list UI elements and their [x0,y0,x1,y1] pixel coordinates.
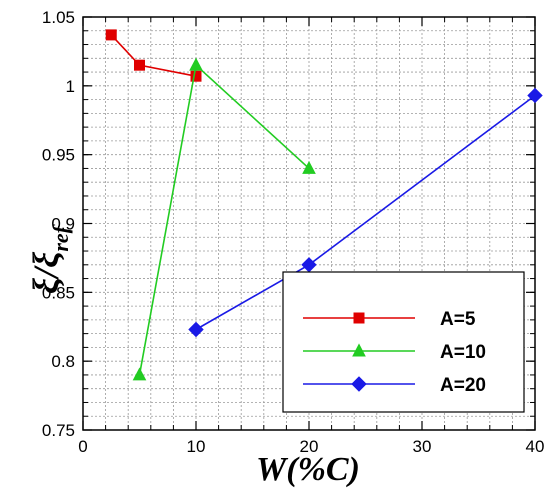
data-point [302,160,316,174]
x-axis-title: W(%C) [256,451,360,488]
y-axis-title: ξ/ξref [26,223,73,294]
legend-marker [353,312,365,324]
y-axis-title-group: ξ/ξref [26,223,73,294]
x-tick-label: 0 [78,437,87,456]
data-point [134,59,145,71]
legend-label: A=10 [440,342,486,363]
x-tick-label: 30 [413,437,432,456]
legend-marker [352,343,366,357]
y-tick-label: 0.9 [51,215,75,234]
y-axis-title-main: ξ/ξ [26,252,66,294]
x-tick-label: 10 [187,437,206,456]
axis-ticks: 0 10 20 30 40 0.75 0.8 0.85 0.9 0.95 1 1.05 [42,8,545,456]
series-A=10 [132,57,316,381]
legend-label: A=20 [440,375,486,396]
y-tick-label: 0.75 [42,421,75,440]
series-A=20 [188,87,543,338]
y-tick-label: 0.85 [42,283,75,302]
data-point [301,257,317,273]
legend-label: A=5 [440,309,476,330]
series-line [110,34,197,77]
y-axis-title-sub: ref [48,223,73,251]
y-tick-label: 0.95 [42,146,75,165]
x-tick-label: 20 [300,437,319,456]
y-tick-label: 0.8 [51,352,75,371]
y-tick-label: 1.05 [42,8,75,27]
legend-marker [351,376,367,392]
data-point [188,321,204,338]
data-point [105,29,117,41]
x-tick-label: 40 [526,437,545,456]
y-tick-label: 1 [66,77,75,96]
series-layer [105,29,543,381]
data-point [527,87,543,104]
data-point [132,367,147,381]
data-point [189,57,203,71]
data-point [190,70,202,82]
series-A=5 [105,29,202,82]
legend: A=5 A=10 A=20 [282,271,525,413]
legend-box [282,271,525,413]
